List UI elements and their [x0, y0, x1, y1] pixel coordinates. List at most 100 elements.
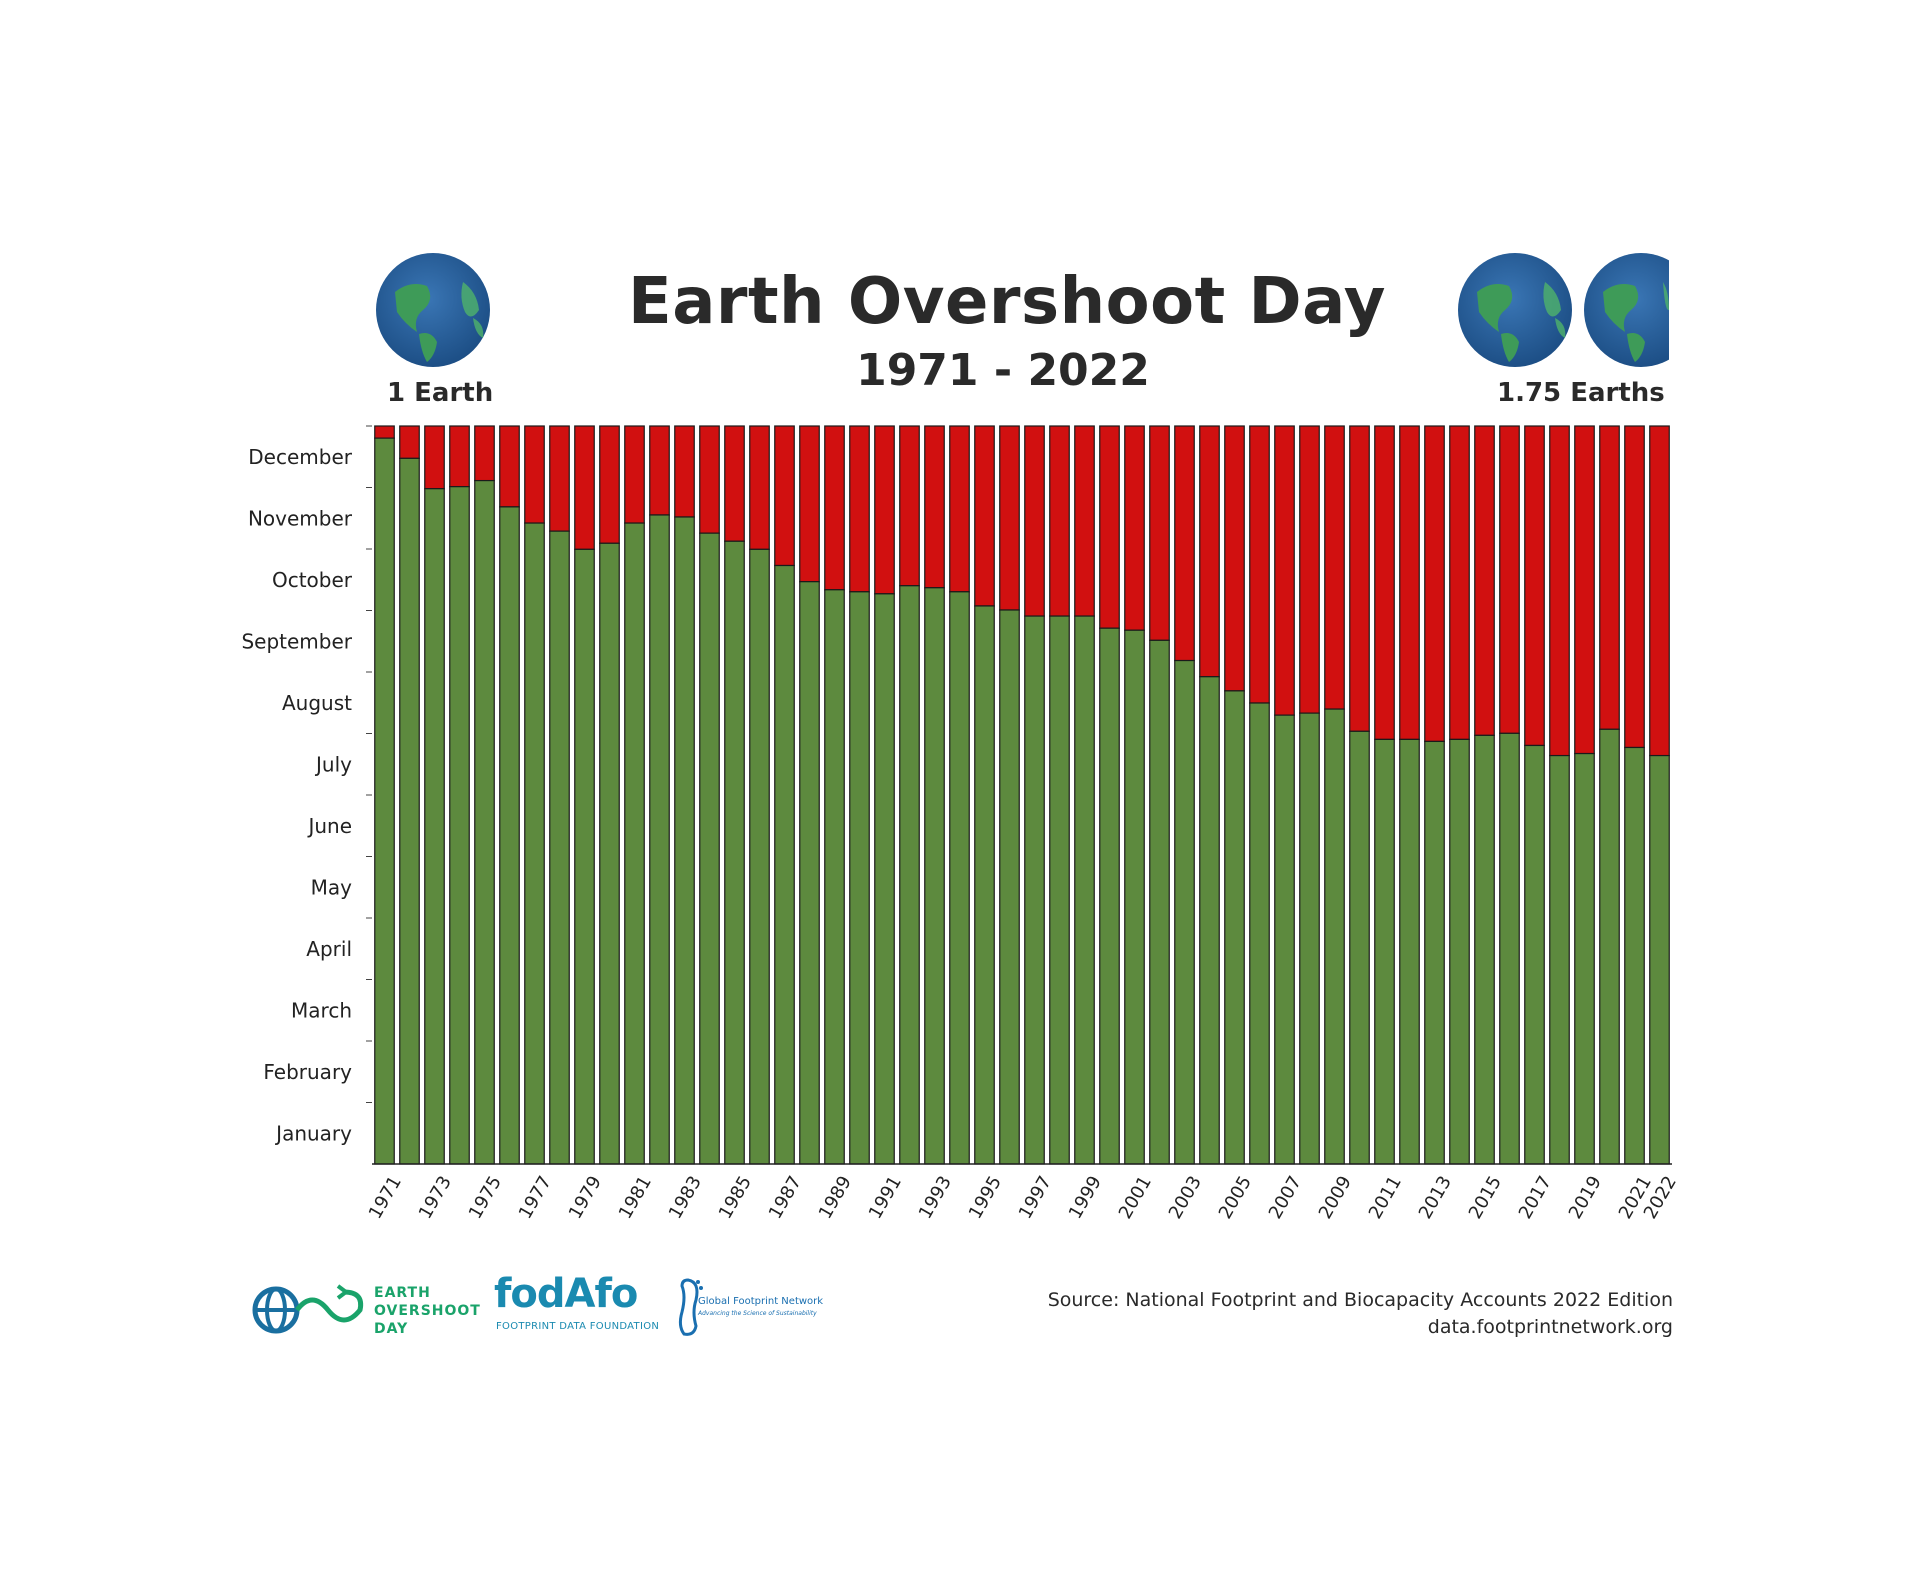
x-tick-label: 2019 [1565, 1172, 1606, 1222]
bar-before-overshoot [924, 587, 945, 1165]
bar-after-overshoot [1249, 425, 1270, 704]
bar-after-overshoot [399, 425, 420, 459]
bar-before-overshoot [849, 591, 870, 1165]
bar-after-overshoot [974, 425, 995, 607]
globe-loop-icon [252, 1284, 364, 1334]
bar-after-overshoot [499, 425, 520, 508]
x-tick-label: 1983 [665, 1172, 706, 1222]
footprint-icon [678, 1278, 703, 1336]
bar-before-overshoot [799, 581, 820, 1165]
bar-after-overshoot [1424, 425, 1445, 743]
bar-after-overshoot [1549, 425, 1570, 757]
bar-before-overshoot [1349, 730, 1370, 1165]
bar-before-overshoot [1549, 754, 1570, 1165]
logo-text-line: DAY [374, 1321, 409, 1337]
source-line: Source: National Footprint and Biocapaci… [1047, 1289, 1673, 1311]
x-tick-label: 1999 [1065, 1172, 1106, 1222]
bar-before-overshoot [1649, 754, 1670, 1165]
bar-before-overshoot [1274, 714, 1295, 1165]
logo-text-line: EARTH [374, 1285, 431, 1301]
bar-before-overshoot [574, 548, 595, 1165]
bar-before-overshoot [1424, 740, 1445, 1165]
bar-before-overshoot [374, 437, 395, 1165]
y-tick-label: January [274, 1121, 352, 1145]
bar-after-overshoot [1374, 425, 1395, 740]
bar-before-overshoot [1324, 708, 1345, 1165]
bar-after-overshoot [674, 425, 695, 518]
bar-before-overshoot [1624, 746, 1645, 1165]
bar-before-overshoot [1574, 752, 1595, 1165]
x-tick-label: 2007 [1265, 1172, 1306, 1222]
bar-after-overshoot [374, 425, 395, 439]
x-tick-label: 1975 [465, 1172, 506, 1222]
bar-before-overshoot [874, 593, 895, 1165]
earths-caption: 1.75 Earths [1497, 378, 1665, 408]
bar-after-overshoot [924, 425, 945, 589]
x-tick-label: 1987 [765, 1172, 806, 1222]
bar-after-overshoot [1024, 425, 1045, 617]
x-tick-label: 1973 [415, 1172, 456, 1222]
y-tick-label: May [311, 875, 353, 899]
y-tick-label: August [282, 691, 352, 715]
bar-after-overshoot [724, 425, 745, 542]
bar-before-overshoot [1599, 728, 1620, 1165]
bar-before-overshoot [1024, 615, 1045, 1165]
x-tick-label: 1989 [815, 1172, 856, 1222]
y-tick-label: September [241, 629, 352, 653]
bar-before-overshoot [949, 591, 970, 1165]
bar-before-overshoot [749, 548, 770, 1165]
bar-before-overshoot [1174, 659, 1195, 1165]
bar-after-overshoot [874, 425, 895, 595]
bar-before-overshoot [399, 457, 420, 1165]
bar-before-overshoot [599, 542, 620, 1165]
bar-after-overshoot [1524, 425, 1545, 747]
x-tick-label: 2003 [1165, 1172, 1206, 1222]
bar-after-overshoot [1474, 425, 1495, 736]
bar-after-overshoot [1599, 425, 1620, 730]
x-tick-label: 1971 [365, 1172, 406, 1222]
source-note: Source: National Footprint and Biocapaci… [1048, 1287, 1673, 1341]
bar-before-overshoot [1124, 629, 1145, 1165]
bar-before-overshoot [1099, 627, 1120, 1165]
bar-before-overshoot [474, 479, 495, 1165]
bar-after-overshoot [1274, 425, 1295, 716]
x-tick-label: 2013 [1415, 1172, 1456, 1222]
y-tick-label: October [272, 568, 353, 592]
bar-before-overshoot [699, 532, 720, 1165]
bar-before-overshoot [1499, 732, 1520, 1165]
bar-after-overshoot [524, 425, 545, 524]
x-tick-label: 2001 [1115, 1172, 1156, 1222]
partial-earth-globe-icon [1584, 253, 1669, 367]
bar-after-overshoot [799, 425, 820, 583]
bar-before-overshoot [1049, 615, 1070, 1165]
bar-after-overshoot [774, 425, 795, 567]
bar-before-overshoot [899, 585, 920, 1165]
bar-before-overshoot [974, 605, 995, 1165]
x-tick-label: 1997 [1015, 1172, 1056, 1222]
bar-after-overshoot [424, 425, 445, 490]
x-tick-label: 1991 [865, 1172, 906, 1222]
bar-before-overshoot [499, 506, 520, 1165]
bar-before-overshoot [1299, 712, 1320, 1165]
bar-after-overshoot [1499, 425, 1520, 734]
bar-before-overshoot [1474, 734, 1495, 1165]
bar-after-overshoot [899, 425, 920, 587]
bar-before-overshoot [1199, 676, 1220, 1165]
bar-after-overshoot [549, 425, 570, 532]
bar-after-overshoot [1624, 425, 1645, 749]
x-tick-label: 1995 [965, 1172, 1006, 1222]
bar-before-overshoot [1249, 702, 1270, 1165]
logo-text-line: OVERSHOOT [374, 1303, 481, 1319]
x-tick-label: 1981 [615, 1172, 656, 1222]
x-tick-label: 2017 [1515, 1172, 1556, 1222]
bar-after-overshoot [1074, 425, 1095, 617]
bar-before-overshoot [1149, 639, 1170, 1165]
x-tick-label: 1993 [915, 1172, 956, 1222]
x-tick-label: 2009 [1315, 1172, 1356, 1222]
y-tick-label: July [314, 752, 352, 776]
x-tick-label: 2011 [1365, 1172, 1406, 1222]
bar-after-overshoot [574, 425, 595, 550]
bar-before-overshoot [549, 530, 570, 1165]
bar-before-overshoot [1449, 738, 1470, 1165]
